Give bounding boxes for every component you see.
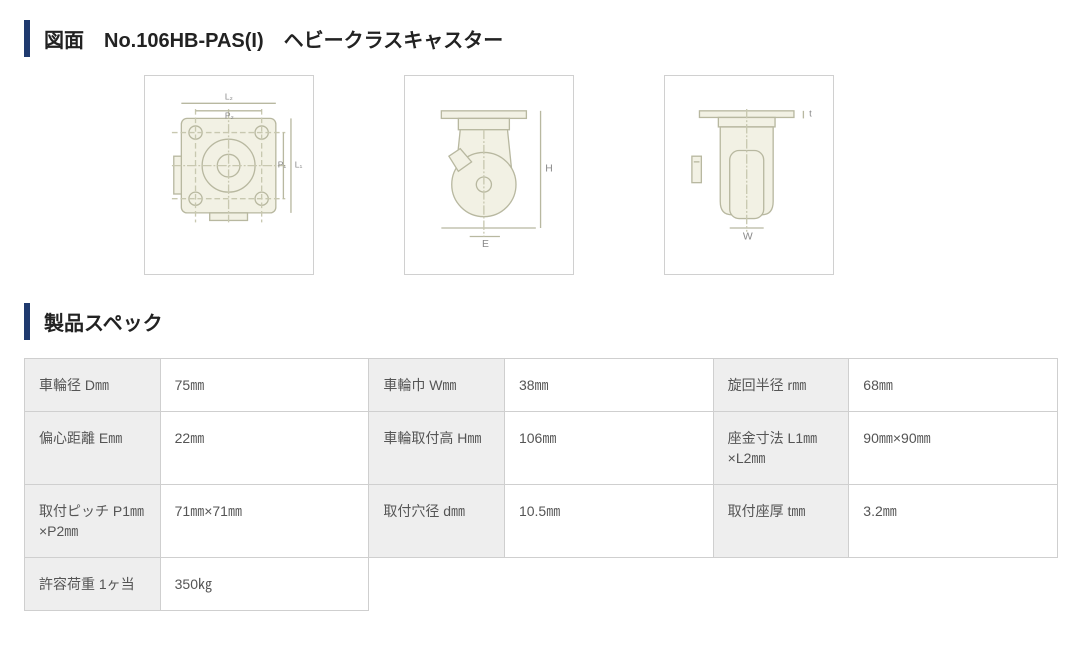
table-row: 取付ピッチ P1㎜×P2㎜ 71㎜×71㎜ 取付穴径 d㎜ 10.5㎜ 取付座厚…: [25, 485, 1058, 558]
svg-text:L₁: L₁: [295, 159, 303, 169]
spec-value: 106㎜: [504, 412, 713, 485]
table-row: 車輪径 D㎜ 75㎜ 車輪巾 W㎜ 38㎜ 旋回半径 r㎜ 68㎜: [25, 359, 1058, 412]
spec-value: 71㎜×71㎜: [160, 485, 369, 558]
svg-text:t: t: [809, 108, 812, 119]
spec-label: 取付穴径 d㎜: [369, 485, 505, 558]
spec-label: 車輪径 D㎜: [25, 359, 161, 412]
top-plate-icon: L₂ P₂ P₁ L₁: [153, 86, 304, 264]
drawing-side-view: H E: [404, 75, 574, 275]
empty-cell: [713, 558, 849, 611]
spec-value: 10.5㎜: [504, 485, 713, 558]
table-row: 許容荷重 1ヶ当 350㎏: [25, 558, 1058, 611]
empty-cell: [849, 558, 1058, 611]
drawing-top-view: L₂ P₂ P₁ L₁: [144, 75, 314, 275]
spec-heading: 製品スペック: [24, 303, 1058, 340]
empty-cell: [504, 558, 713, 611]
spec-label: 偏心距離 E㎜: [25, 412, 161, 485]
caster-side-icon: H E: [413, 86, 564, 264]
spec-value: 3.2㎜: [849, 485, 1058, 558]
svg-text:P₁: P₁: [278, 159, 287, 169]
spec-value: 22㎜: [160, 412, 369, 485]
svg-text:H: H: [546, 163, 554, 174]
svg-text:L₂: L₂: [225, 91, 233, 101]
drawing-heading: 図面 No.106HB-PAS(I) ヘビークラスキャスター: [24, 20, 1058, 57]
spec-value: 75㎜: [160, 359, 369, 412]
spec-label: 車輪巾 W㎜: [369, 359, 505, 412]
spec-label: 許容荷重 1ヶ当: [25, 558, 161, 611]
spec-value: 68㎜: [849, 359, 1058, 412]
spec-label: 座金寸法 L1㎜×L2㎜: [713, 412, 849, 485]
caster-front-icon: t W: [673, 86, 824, 264]
svg-text:E: E: [482, 239, 489, 250]
spec-value: 38㎜: [504, 359, 713, 412]
spec-label: 旋回半径 r㎜: [713, 359, 849, 412]
table-row: 偏心距離 E㎜ 22㎜ 車輪取付高 H㎜ 106㎜ 座金寸法 L1㎜×L2㎜ 9…: [25, 412, 1058, 485]
spec-label: 取付ピッチ P1㎜×P2㎜: [25, 485, 161, 558]
spec-table: 車輪径 D㎜ 75㎜ 車輪巾 W㎜ 38㎜ 旋回半径 r㎜ 68㎜ 偏心距離 E…: [24, 358, 1058, 611]
svg-text:W: W: [743, 231, 753, 242]
spec-value: 350㎏: [160, 558, 369, 611]
spec-label: 取付座厚 t㎜: [713, 485, 849, 558]
drawings-row: L₂ P₂ P₁ L₁ H E: [24, 75, 1058, 275]
drawing-front-view: t W: [664, 75, 834, 275]
empty-cell: [369, 558, 505, 611]
spec-label: 車輪取付高 H㎜: [369, 412, 505, 485]
spec-value: 90㎜×90㎜: [849, 412, 1058, 485]
svg-text:P₂: P₂: [225, 110, 234, 120]
